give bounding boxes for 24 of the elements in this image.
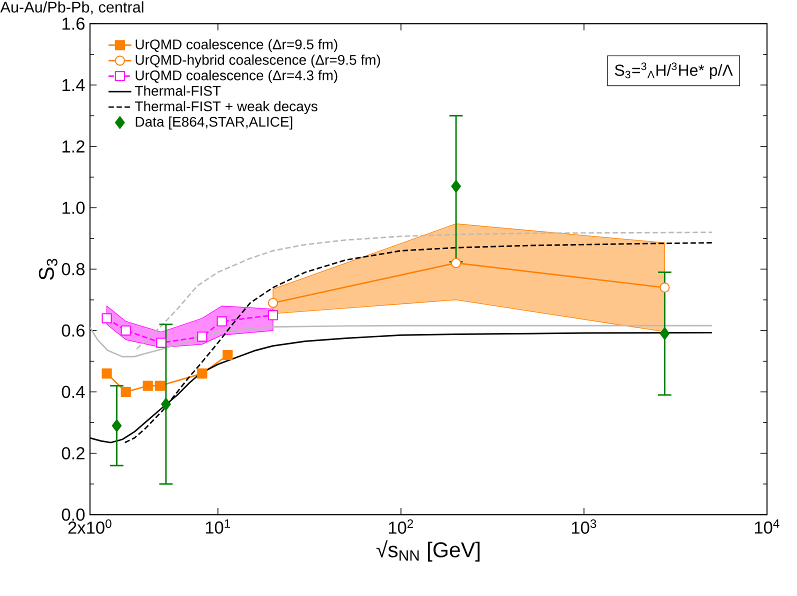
annotation: S$_{3}$=$^{3}$$_{Λ}$H/$^{3}$He* p/Λ [614,62,733,80]
y-tick-label: 0.8 [62,263,85,276]
y-tick-label: 0.4 [62,386,85,398]
y-tick-label: 0.2 [62,447,84,460]
x-tick-label: 10$^{4}$ [754,520,780,534]
y-tick-label: 0.0 [62,508,85,521]
legend-label: Thermal-FIST [135,86,221,96]
legend-label: Data [E864,STAR,ALICE] [136,116,292,130]
legend-label: UrQMD coalescence (Δr=4.3 fm) [136,70,338,84]
x-tick-label: 2x10$^{0}$ [68,520,112,534]
y-tick-label: 1.0 [62,202,85,214]
x-tick-label: 10$^{2}$ [388,520,414,534]
chart-title: Au-Au/Pb-Pb, central [0,2,144,15]
x-axis-title: √s$_{NN}$ [GeV] [376,540,480,562]
x-tick-label: 10$^{1}$ [206,520,230,534]
y-tick-label: 1.6 [62,18,85,30]
x-tick-label: 10$^{3}$ [572,520,596,534]
legend-label: UrQMD coalescence (Δr=9.5 fm) [136,39,338,52]
y-tick-label: 1.4 [62,79,85,92]
legend-label: Thermal-FIST + weak decays [135,101,318,114]
y-tick-label: 0.6 [62,324,85,337]
legend-label: UrQMD-hybrid coalescence (Δr=9.5 fm) [136,54,380,68]
y-axis-title: S$_{3}$ [38,259,58,280]
y-tick-label: 1.2 [62,140,84,153]
